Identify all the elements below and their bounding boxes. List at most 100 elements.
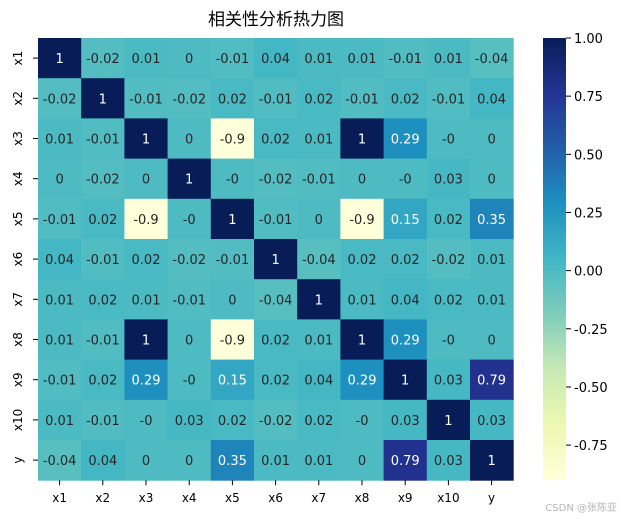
heatmap-cell xyxy=(38,359,82,401)
cell-value-label: 0.79 xyxy=(391,454,420,469)
heatmap-cell xyxy=(167,118,212,160)
cell-value-label: 0.02 xyxy=(261,133,290,148)
cell-value-label: 0 xyxy=(142,454,150,469)
heatmap-cell xyxy=(340,239,385,280)
heatmap-cell xyxy=(297,279,341,320)
row-tick-label: x5 xyxy=(11,212,25,227)
heatmap-cell xyxy=(81,440,125,481)
cell-value-label: 0.29 xyxy=(132,374,161,389)
cell-value-label: 0 xyxy=(315,213,323,228)
column-tick-label: x9 xyxy=(398,491,413,505)
cell-value-label: 0.02 xyxy=(88,213,117,228)
cell-value-label: 0.01 xyxy=(304,133,333,148)
cell-value-label: 0 xyxy=(185,133,193,148)
cell-value-label: -0.01 xyxy=(432,92,466,107)
column-tick-label: x10 xyxy=(437,491,459,505)
heatmap-cell xyxy=(340,440,385,481)
colorbar-tick-label: -0.25 xyxy=(574,323,608,338)
row-tick-label: x3 xyxy=(11,131,25,146)
cell-value-label: 0.01 xyxy=(45,133,74,148)
cell-value-label: 1 xyxy=(271,253,279,268)
cell-value-label: -0 xyxy=(183,374,196,389)
heatmap-cell xyxy=(38,319,82,361)
cell-value-label: 0.02 xyxy=(434,213,463,228)
heatmap-cell xyxy=(124,118,169,160)
cell-value-label: 0 xyxy=(185,334,193,349)
cell-value-label: -0.9 xyxy=(133,213,158,228)
column-tick-label: x6 xyxy=(268,491,283,505)
cell-value-label: -0.04 xyxy=(475,52,509,67)
heatmap-cell xyxy=(470,359,514,401)
row-tick-label: x1 xyxy=(11,51,25,66)
heatmap-cell xyxy=(38,118,82,160)
heatmap-cell xyxy=(254,399,298,441)
heatmap-cell xyxy=(167,279,212,320)
cell-value-label: -0.01 xyxy=(345,92,379,107)
heatmap-cell xyxy=(426,359,471,401)
heatmap-cell xyxy=(124,440,169,481)
cell-value-label: 0.04 xyxy=(304,374,333,389)
cell-value-label: 0.15 xyxy=(218,374,247,389)
cell-value-label: 0.03 xyxy=(434,173,463,188)
heatmap-cell xyxy=(340,399,385,441)
heatmap-cell xyxy=(81,118,125,160)
cell-value-label: 0.01 xyxy=(45,414,74,429)
heatmap-cell xyxy=(81,359,125,401)
cell-value-label: 0.01 xyxy=(45,334,74,349)
heatmap-cell xyxy=(383,38,428,79)
cell-value-label: 0.03 xyxy=(391,414,420,429)
cell-value-label: 0.03 xyxy=(175,414,204,429)
cell-value-label: 0.01 xyxy=(304,454,333,469)
heatmap-cell xyxy=(81,158,125,200)
heatmap-cell xyxy=(124,319,169,361)
cell-value-label: 0.04 xyxy=(88,454,117,469)
heatmap-cell xyxy=(297,38,341,79)
heatmap-cell xyxy=(426,319,471,361)
heatmap-cell xyxy=(470,38,514,79)
cell-value-label: 0 xyxy=(358,173,366,188)
cell-value-label: 0.01 xyxy=(477,253,506,268)
cell-value-label: 1 xyxy=(185,173,193,188)
heatmap-cell xyxy=(81,239,125,280)
heatmap-cell xyxy=(426,158,471,200)
heatmap-cell xyxy=(254,279,298,320)
cell-value-label: 0.02 xyxy=(348,253,377,268)
cell-value-label: 0 xyxy=(487,133,495,148)
cell-value-label: -0.01 xyxy=(388,52,422,67)
heatmap-cell xyxy=(470,198,514,240)
heatmap-cell xyxy=(254,198,298,240)
heatmap-cell xyxy=(297,399,341,441)
heatmap-cell xyxy=(167,198,212,240)
cell-value-label: -0.01 xyxy=(216,253,250,268)
cell-value-label: 0 xyxy=(358,454,366,469)
heatmap-cell xyxy=(297,359,341,401)
cell-value-label: 0.02 xyxy=(391,253,420,268)
cell-value-label: 0 xyxy=(55,173,63,188)
cell-value-label: -0 xyxy=(183,213,196,228)
cell-value-label: 0.01 xyxy=(304,334,333,349)
heatmap-cell xyxy=(124,78,169,119)
heatmap-cell xyxy=(254,78,298,119)
row-tick-labels: x1 x2 x3 x4 x5 x6 x7 x8 x9 x10 y xyxy=(11,51,38,464)
row-tick-label: x9 xyxy=(11,372,25,387)
cell-value-label: -0.04 xyxy=(302,253,336,268)
heatmap-cell xyxy=(38,78,82,119)
cell-value-label: -0.9 xyxy=(220,133,245,148)
cell-value-label: -0.02 xyxy=(43,92,77,107)
heatmap-cell xyxy=(81,38,125,79)
heatmap-cell xyxy=(210,359,255,401)
cell-value-label: -0.01 xyxy=(259,213,293,228)
heatmap-cell xyxy=(340,158,385,200)
cell-value-label: -0.02 xyxy=(172,253,206,268)
heatmap-cell xyxy=(210,239,255,280)
heatmap-cell xyxy=(340,38,385,79)
heatmap-cell xyxy=(470,319,514,361)
colorbar-tick-label: 1.00 xyxy=(574,32,603,47)
heatmap-cell xyxy=(426,118,471,160)
row-tick-label: x10 xyxy=(11,409,25,431)
cell-value-label: -0.01 xyxy=(86,334,120,349)
heatmap-cell xyxy=(297,78,341,119)
column-tick-label: x7 xyxy=(311,491,326,505)
heatmap-cell xyxy=(254,319,298,361)
cell-value-label: 0 xyxy=(487,334,495,349)
